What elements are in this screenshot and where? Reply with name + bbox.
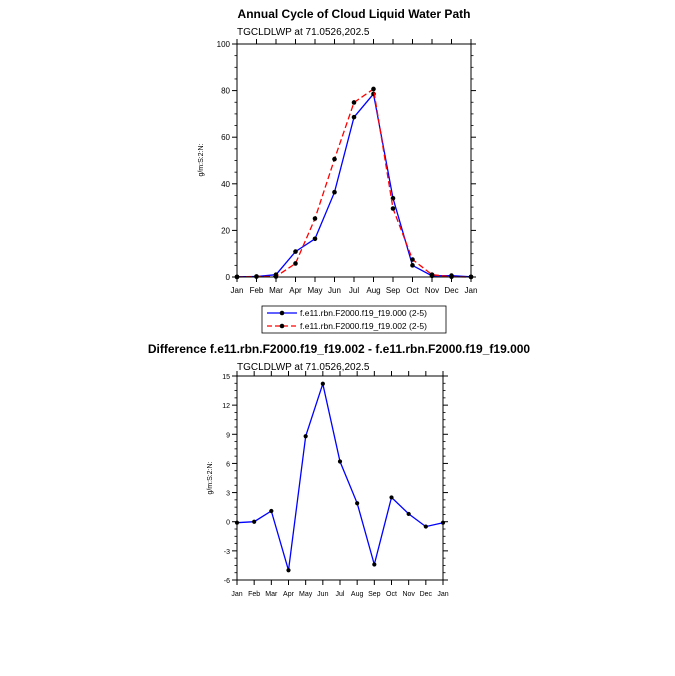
- series-1-point: [286, 568, 291, 573]
- chart-subtitle: TGCLDLWP at 71.0526,202.5: [237, 362, 370, 373]
- series-2-point: [410, 257, 415, 262]
- x-tick-label: Sep: [368, 591, 381, 598]
- x-tick-label: Mar: [269, 286, 283, 295]
- y-axis-label: g/m:S:2:N:: [207, 461, 214, 494]
- series-1-point: [312, 236, 318, 242]
- y-tick-label: -6: [224, 578, 230, 585]
- x-tick-label: Feb: [248, 591, 260, 598]
- legend-series-1-marker: [279, 310, 285, 316]
- y-tick-label: 0: [226, 273, 231, 282]
- legend-series-2-marker: [279, 323, 285, 329]
- legend: f.e11.rbn.F2000.f19_f19.000 (2-5) f.e11.…: [261, 305, 447, 334]
- x-tick-label: Aug: [366, 286, 380, 295]
- series-2-point: [351, 100, 357, 105]
- y-tick-label: 3: [226, 491, 230, 498]
- series-1-point: [372, 562, 377, 567]
- series-2-point: [371, 86, 376, 92]
- x-tick-label: Apr: [283, 591, 295, 598]
- x-tick-label: Nov: [425, 286, 439, 295]
- x-tick-label: Apr: [289, 286, 302, 295]
- x-tick-label: Oct: [386, 591, 397, 598]
- series-1-line: [236, 381, 444, 571]
- legend-series-1-label: f.e11.rbn.F2000.f19_f19.000 (2-5): [300, 308, 427, 318]
- series-2-point: [390, 206, 396, 211]
- x-tick-label: Dec: [444, 286, 458, 295]
- chart-title: Annual Cycle of Cloud Liquid Water Path: [238, 7, 471, 21]
- legend-series-2-label: f.e11.rbn.F2000.f19_f19.002 (2-5): [300, 321, 427, 331]
- series-2-point: [312, 216, 318, 221]
- chart-subtitle: TGCLDLWP at 71.0526,202.5: [237, 27, 370, 38]
- x-tick-label: Nov: [402, 591, 415, 598]
- series-1-point: [337, 459, 343, 464]
- series-1-point: [332, 189, 337, 195]
- x-tick-label: May: [307, 286, 322, 295]
- x-tick-label: May: [299, 591, 313, 598]
- series-1-point: [410, 263, 415, 268]
- y-tick-label: 100: [217, 40, 231, 49]
- series-1-point: [303, 434, 308, 439]
- x-tick-label: Jan: [437, 591, 448, 598]
- x-tick-label: Sep: [386, 286, 401, 295]
- y-tick-label: 60: [221, 133, 230, 142]
- y-tick-label: 80: [221, 87, 230, 96]
- x-tick-label: Jul: [349, 286, 359, 295]
- series-1-point: [293, 249, 298, 254]
- series-1-point: [320, 381, 325, 386]
- x-tick-label: Aug: [351, 591, 364, 598]
- x-tick-label: Jan: [231, 591, 242, 598]
- x-tick-label: Jun: [328, 286, 341, 295]
- difference-chart: Difference f.e11.rbn.F2000.f19_f19.002 -…: [148, 342, 531, 598]
- chart-title: Difference f.e11.rbn.F2000.f19_f19.002 -…: [148, 342, 531, 356]
- plot-frame: [236, 375, 444, 581]
- y-tick-label: 9: [226, 432, 230, 439]
- x-tick-label: Oct: [406, 286, 419, 295]
- legend-box: [261, 305, 447, 334]
- series-1-point: [355, 501, 360, 506]
- series-1-point: [423, 524, 428, 529]
- series-2-point: [332, 156, 337, 162]
- x-tick-label: Feb: [250, 286, 264, 295]
- series-1-point: [269, 508, 274, 514]
- y-axis-label: g/m:S:2:N:: [198, 143, 205, 176]
- y-tick-label: -3: [224, 549, 230, 556]
- x-tick-label: Jul: [336, 591, 345, 598]
- series-1-point: [389, 495, 394, 500]
- series-1-point: [406, 511, 411, 517]
- series-2-point: [429, 272, 435, 277]
- x-tick-label: Mar: [265, 591, 278, 598]
- series-1-line: [236, 92, 472, 278]
- annual-cycle-chart: Annual Cycle of Cloud Liquid Water Path …: [198, 7, 478, 334]
- series-2-point: [293, 261, 298, 266]
- y-tick-label: 15: [222, 374, 230, 381]
- y-tick-label: 20: [221, 226, 230, 235]
- series-1-point: [351, 114, 357, 120]
- x-tick-label: Jan: [231, 286, 244, 295]
- y-tick-label: 0: [226, 520, 230, 527]
- x-tick-label: Jun: [317, 591, 328, 598]
- y-tick-label: 40: [221, 180, 230, 189]
- y-tick-label: 6: [226, 461, 230, 468]
- y-tick-label: 12: [222, 403, 230, 410]
- x-tick-label: Dec: [420, 591, 433, 598]
- x-tick-label: Jan: [465, 286, 478, 295]
- series-1-point: [252, 519, 257, 524]
- plot-frame: [236, 43, 472, 278]
